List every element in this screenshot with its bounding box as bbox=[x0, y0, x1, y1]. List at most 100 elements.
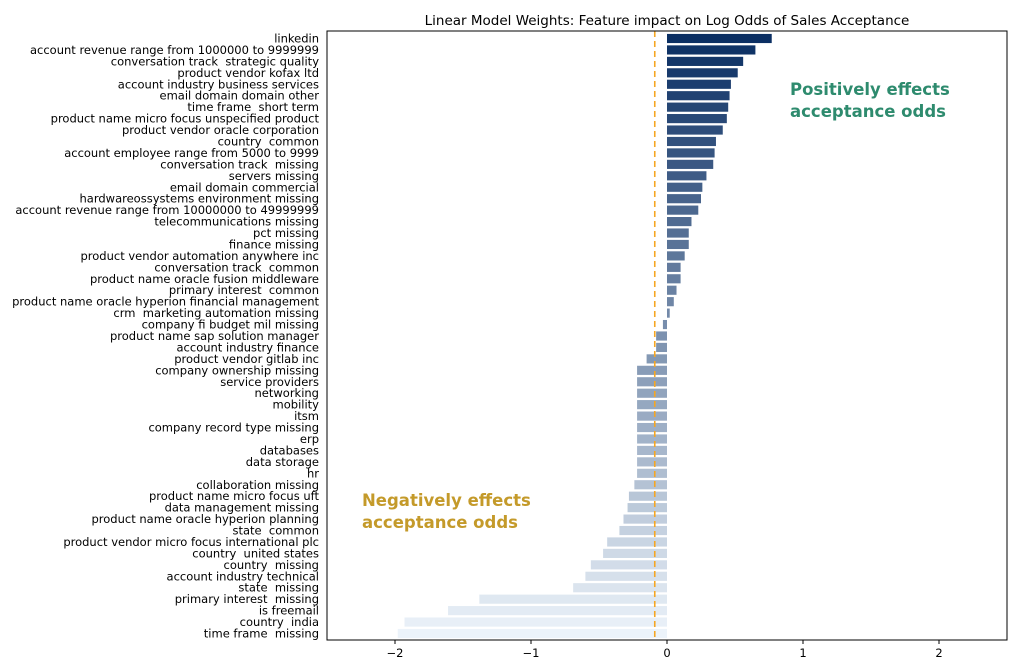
bar bbox=[646, 354, 667, 364]
bar bbox=[667, 68, 738, 78]
positive-annotation: Positively effects acceptance odds bbox=[790, 80, 950, 121]
y-tick-label: company ownership missing bbox=[155, 363, 319, 377]
bar bbox=[667, 297, 674, 307]
y-tick-label: product name oracle hyperion planning bbox=[92, 512, 320, 526]
bar bbox=[667, 205, 699, 215]
bar bbox=[667, 56, 744, 66]
y-tick-label: hardwareossystems environment missing bbox=[80, 192, 319, 206]
y-tick-label: country india bbox=[240, 615, 319, 629]
bar bbox=[656, 331, 667, 341]
y-tick-label: state missing bbox=[238, 581, 319, 595]
bar bbox=[637, 468, 667, 478]
y-tick-label: product name micro focus uft bbox=[149, 489, 320, 503]
bar bbox=[667, 159, 714, 169]
y-tick-label: account revenue range from 1000000 to 99… bbox=[30, 43, 319, 57]
bar bbox=[637, 388, 667, 398]
y-tick-label: country united states bbox=[192, 546, 319, 560]
bar bbox=[619, 525, 667, 536]
bar bbox=[603, 548, 667, 558]
y-tick-label: conversation track strategic quality bbox=[111, 54, 319, 68]
y-tick-label: linkedin bbox=[274, 32, 319, 46]
bar bbox=[637, 445, 667, 455]
negative-annotation: Negatively effects acceptance odds bbox=[362, 491, 531, 532]
bar bbox=[667, 251, 685, 261]
y-tick-label: is freemail bbox=[259, 604, 319, 618]
bars-group bbox=[397, 33, 772, 639]
y-tick-label: itsm bbox=[294, 409, 319, 423]
y-tick-label: account industry business services bbox=[118, 77, 319, 91]
y-tick-label: primary interest missing bbox=[175, 592, 319, 606]
y-tick-label: data storage bbox=[246, 455, 319, 469]
bar bbox=[637, 434, 667, 444]
bar bbox=[607, 537, 667, 547]
y-tick-label: time frame missing bbox=[204, 627, 319, 641]
bar bbox=[667, 228, 689, 238]
bar bbox=[667, 182, 703, 192]
y-tick-label: crm marketing automation missing bbox=[113, 306, 319, 320]
y-tick-label: telecommunications missing bbox=[154, 215, 319, 229]
bar bbox=[656, 342, 667, 353]
bar bbox=[667, 33, 772, 44]
bar bbox=[448, 606, 667, 616]
bar bbox=[637, 377, 667, 387]
y-tick-label: product name micro focus unspecified pro… bbox=[51, 112, 320, 126]
x-tick-label: 2 bbox=[935, 646, 942, 660]
y-tick-label: product vendor gitlab inc bbox=[174, 352, 319, 366]
y-tick-label: account employee range from 5000 to 9999 bbox=[64, 146, 319, 160]
bar bbox=[667, 239, 689, 250]
y-tick-label: email domain commercial bbox=[170, 180, 319, 194]
y-tick-label: product name oracle hyperion financial m… bbox=[12, 295, 319, 309]
y-tick-label: erp bbox=[300, 432, 319, 446]
bar bbox=[667, 125, 723, 135]
y-tick-label: conversation track missing bbox=[160, 157, 319, 171]
bar bbox=[627, 503, 667, 513]
bar bbox=[479, 594, 667, 604]
x-tick-label: −2 bbox=[387, 646, 404, 660]
y-tick-label: account industry technical bbox=[167, 569, 319, 583]
y-tick-label: email domain domain other bbox=[160, 89, 320, 103]
y-tick-label: mobility bbox=[273, 398, 320, 412]
y-tick-label: primary interest common bbox=[169, 283, 319, 297]
y-tick-label: product name oracle fusion middleware bbox=[90, 272, 319, 286]
y-tick-label: data management missing bbox=[165, 501, 319, 515]
y-tick-label: hr bbox=[307, 466, 319, 480]
x-axis-ticks: −2 −1 0 1 2 bbox=[387, 640, 943, 660]
bar bbox=[397, 628, 667, 639]
bar bbox=[628, 491, 667, 501]
bar bbox=[634, 480, 667, 490]
bar bbox=[637, 422, 667, 433]
y-tick-label: product vendor kofax ltd bbox=[177, 66, 319, 80]
x-tick-label: 1 bbox=[799, 646, 806, 660]
bar bbox=[573, 583, 667, 593]
y-tick-label: company record type missing bbox=[148, 421, 319, 435]
bar bbox=[667, 45, 756, 55]
chart-title: Linear Model Weights: Feature impact on … bbox=[425, 13, 910, 29]
bar bbox=[637, 365, 667, 375]
bar bbox=[585, 571, 667, 581]
bar bbox=[667, 274, 681, 284]
bar bbox=[637, 457, 667, 467]
y-tick-label: product vendor oracle corporation bbox=[122, 123, 319, 137]
y-tick-label: databases bbox=[260, 443, 319, 457]
bar bbox=[667, 79, 731, 89]
y-tick-label: product name sap solution manager bbox=[110, 329, 319, 343]
y-tick-label: state common bbox=[232, 524, 319, 538]
x-tick-label: −1 bbox=[523, 646, 540, 660]
y-tick-label: servers missing bbox=[229, 169, 319, 183]
y-tick-label: pct missing bbox=[253, 226, 319, 240]
y-tick-label: country missing bbox=[224, 558, 319, 572]
bar bbox=[667, 217, 692, 227]
bar bbox=[662, 319, 667, 330]
y-tick-label: finance missing bbox=[229, 237, 319, 251]
bar bbox=[667, 136, 716, 147]
y-tick-label: country common bbox=[218, 134, 319, 148]
y-tick-label: product vendor micro focus international… bbox=[63, 535, 319, 549]
x-tick-label: 0 bbox=[663, 646, 670, 660]
bar bbox=[623, 514, 667, 524]
bar bbox=[667, 102, 729, 112]
bar bbox=[667, 194, 701, 204]
y-tick-label: time frame short term bbox=[187, 100, 319, 114]
y-tick-label: account industry finance bbox=[177, 340, 320, 354]
